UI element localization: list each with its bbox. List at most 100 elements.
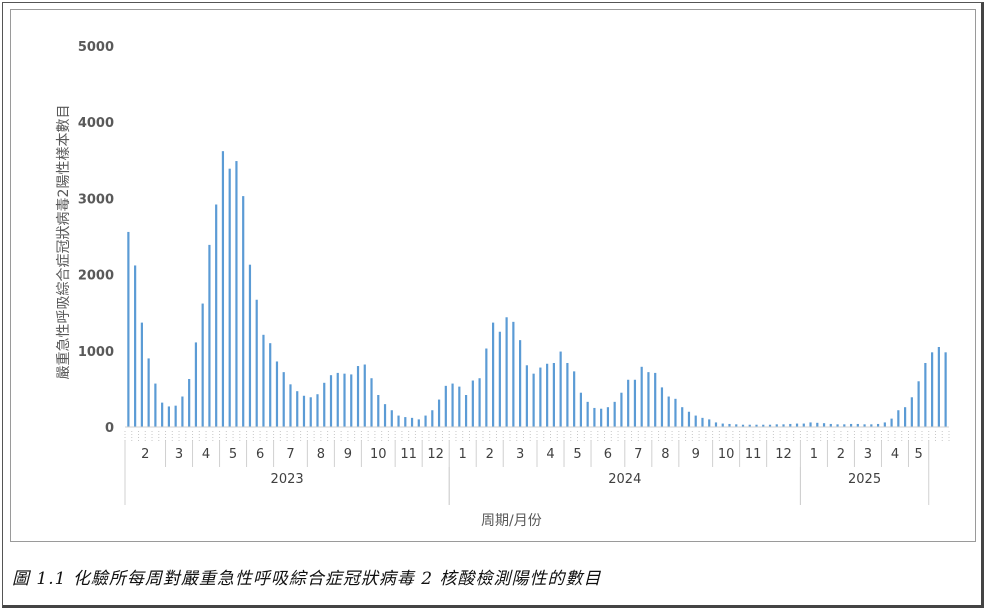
bar xyxy=(701,417,704,427)
month-label: 2 xyxy=(141,447,149,462)
figure-frame xyxy=(2,2,984,608)
bar xyxy=(904,407,907,427)
bar xyxy=(883,422,886,427)
bar xyxy=(910,397,913,427)
bar xyxy=(390,410,393,427)
bar xyxy=(647,372,650,427)
bar xyxy=(492,322,495,427)
bar xyxy=(809,422,812,427)
bar xyxy=(377,395,380,427)
bar xyxy=(721,423,724,427)
bar xyxy=(343,373,346,427)
bar xyxy=(863,424,866,427)
bar xyxy=(870,424,873,427)
y-tick-label: 3000 xyxy=(78,192,114,207)
y-tick-label: 4000 xyxy=(78,116,114,131)
bar xyxy=(822,423,826,427)
bar xyxy=(478,378,481,427)
bar xyxy=(674,398,677,427)
bar xyxy=(370,378,373,427)
bar xyxy=(289,384,292,427)
bar xyxy=(640,366,643,427)
month-label: 3 xyxy=(864,447,872,462)
month-label: 2 xyxy=(486,447,494,462)
bar xyxy=(451,383,454,427)
year-label: 2025 xyxy=(848,472,881,487)
bar xyxy=(613,401,616,427)
bar xyxy=(228,168,231,427)
bar xyxy=(816,422,819,427)
month-label: 3 xyxy=(516,447,524,462)
bar xyxy=(667,396,670,427)
month-label: 9 xyxy=(692,447,700,462)
bar xyxy=(586,401,589,427)
bar xyxy=(741,424,745,427)
bar xyxy=(633,379,637,427)
bar xyxy=(836,424,839,427)
bar xyxy=(789,423,792,427)
bar xyxy=(755,424,758,427)
month-label: 11 xyxy=(745,447,762,462)
bar xyxy=(937,346,940,427)
bar xyxy=(512,321,515,427)
bar xyxy=(323,382,326,427)
bar xyxy=(519,340,522,427)
month-label: 4 xyxy=(546,447,554,462)
bar xyxy=(458,386,461,427)
month-label: 6 xyxy=(256,447,264,462)
bar xyxy=(687,411,691,427)
bar xyxy=(194,342,198,427)
bar xyxy=(552,362,555,427)
bar xyxy=(660,387,664,427)
month-label: 10 xyxy=(370,447,387,462)
bar xyxy=(931,352,934,427)
bar xyxy=(762,424,765,427)
month-label: 9 xyxy=(344,447,352,462)
bar xyxy=(944,352,947,427)
month-label: 7 xyxy=(634,447,642,462)
y-tick-label: 1000 xyxy=(78,345,114,360)
y-tick-label: 5000 xyxy=(78,40,114,55)
bar xyxy=(316,394,319,427)
month-label: 2 xyxy=(837,447,845,462)
bar xyxy=(181,396,184,427)
month-label: 4 xyxy=(202,447,210,462)
figure-caption: 圖 1.1 化驗所每周對嚴重急性呼吸綜合症冠狀病毒 2 核酸檢測陽性的數目 xyxy=(12,569,602,589)
bar xyxy=(559,351,562,427)
bar xyxy=(282,372,285,427)
bar xyxy=(829,423,832,427)
month-label: 11 xyxy=(400,447,417,462)
bar xyxy=(890,418,893,427)
y-tick-label: 2000 xyxy=(78,269,114,284)
chart-area: 0 1000 2000 3000 4000 5000 2 3 4 5 6 7 8 9 10 11 12 1 2 3 4 5… xyxy=(10,9,976,542)
bar xyxy=(505,317,508,427)
month-label: 12 xyxy=(427,447,444,462)
bar xyxy=(269,343,272,427)
bar xyxy=(431,410,434,427)
bar xyxy=(546,363,549,427)
bar xyxy=(681,407,684,427)
bar xyxy=(397,415,400,427)
bar xyxy=(620,392,623,427)
month-label: 5 xyxy=(573,447,581,462)
bar xyxy=(627,379,630,427)
y-tick-label: 0 xyxy=(105,421,114,436)
month-label: 10 xyxy=(718,447,735,462)
bar xyxy=(275,361,279,427)
bar xyxy=(134,265,137,427)
bar xyxy=(876,423,880,427)
bar xyxy=(917,381,920,427)
bar xyxy=(302,395,306,427)
bar xyxy=(188,378,191,427)
bar xyxy=(714,422,718,427)
bar xyxy=(735,424,738,427)
bar xyxy=(606,407,610,427)
bar xyxy=(579,392,582,427)
bar xyxy=(768,424,772,427)
bar xyxy=(525,365,528,427)
bar xyxy=(924,362,927,427)
bar xyxy=(437,399,441,427)
month-label: 8 xyxy=(661,447,669,462)
bar xyxy=(140,322,143,427)
bar xyxy=(242,196,245,427)
